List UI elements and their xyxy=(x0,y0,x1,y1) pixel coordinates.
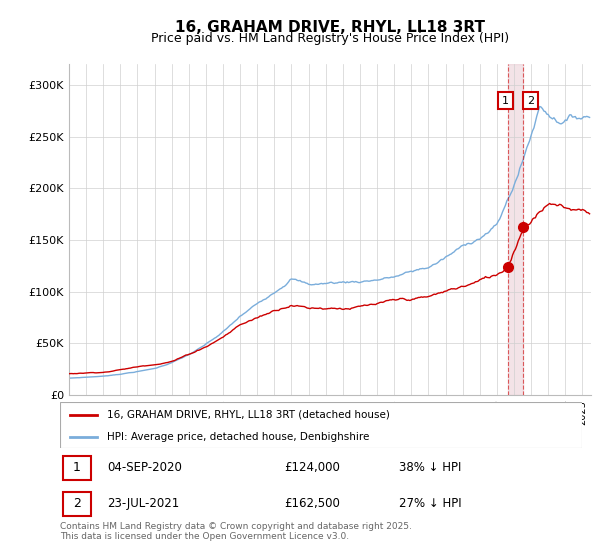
Text: £162,500: £162,500 xyxy=(284,497,340,510)
Text: 23-JUL-2021: 23-JUL-2021 xyxy=(107,497,179,510)
Text: 38% ↓ HPI: 38% ↓ HPI xyxy=(400,461,461,474)
Text: Price paid vs. HM Land Registry's House Price Index (HPI): Price paid vs. HM Land Registry's House … xyxy=(151,32,509,45)
Text: 1: 1 xyxy=(73,461,81,474)
Text: 27% ↓ HPI: 27% ↓ HPI xyxy=(400,497,462,510)
Bar xyxy=(508,64,523,395)
Text: 04-SEP-2020: 04-SEP-2020 xyxy=(107,461,182,474)
Text: 2: 2 xyxy=(527,96,534,105)
Text: 1: 1 xyxy=(502,96,509,105)
Text: £124,000: £124,000 xyxy=(284,461,340,474)
Text: 2: 2 xyxy=(73,497,81,510)
Text: Contains HM Land Registry data © Crown copyright and database right 2025.
This d: Contains HM Land Registry data © Crown c… xyxy=(60,522,412,542)
Bar xyxy=(62,455,91,480)
Bar xyxy=(62,492,91,516)
Text: HPI: Average price, detached house, Denbighshire: HPI: Average price, detached house, Denb… xyxy=(107,432,370,441)
Text: 16, GRAHAM DRIVE, RHYL, LL18 3RT: 16, GRAHAM DRIVE, RHYL, LL18 3RT xyxy=(175,20,485,35)
Text: 16, GRAHAM DRIVE, RHYL, LL18 3RT (detached house): 16, GRAHAM DRIVE, RHYL, LL18 3RT (detach… xyxy=(107,410,390,420)
